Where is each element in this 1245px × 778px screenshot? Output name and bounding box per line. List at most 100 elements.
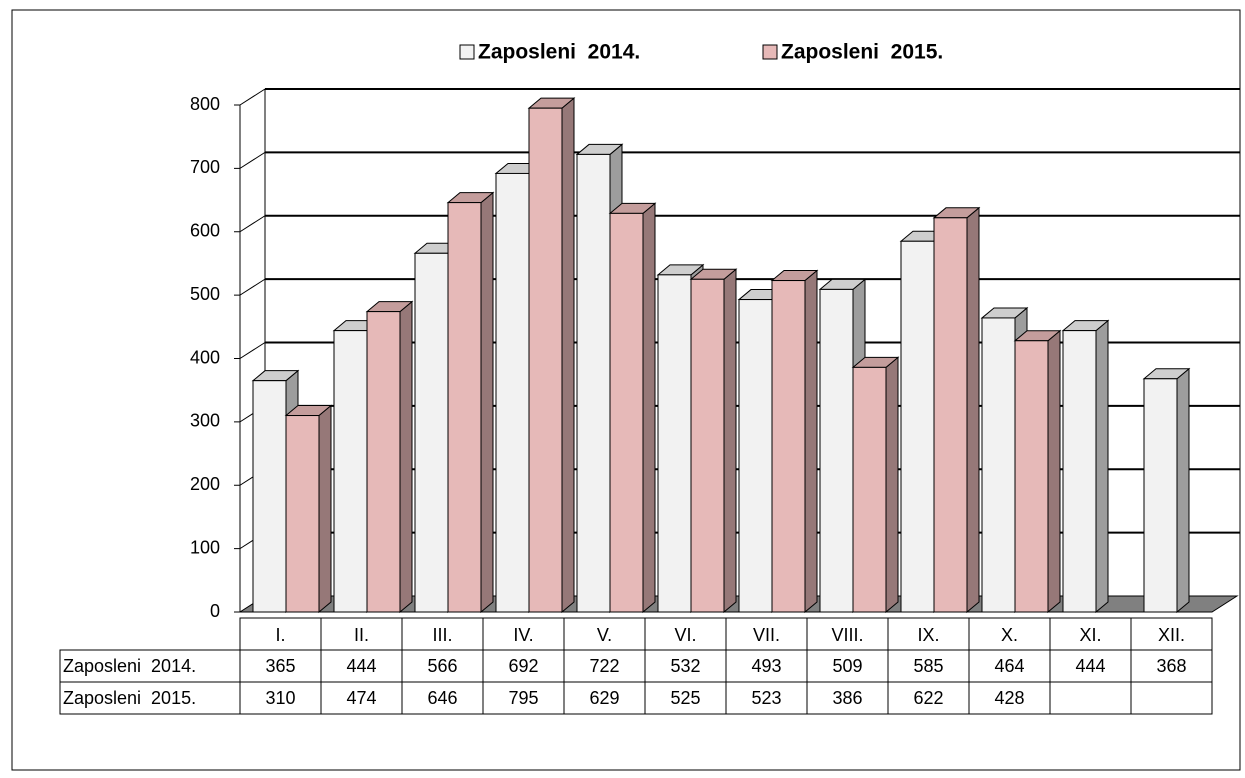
table-value: 493 xyxy=(751,656,781,676)
bar-front xyxy=(1143,378,1178,613)
table-value: 428 xyxy=(994,688,1024,708)
legend-swatch xyxy=(762,44,778,60)
bar-side xyxy=(885,356,899,614)
table-value: 365 xyxy=(265,656,295,676)
table-row-label: Zaposleni 2015. xyxy=(63,688,196,708)
x-tick-label: VI. xyxy=(674,625,696,645)
y-tick-label: 700 xyxy=(190,157,220,177)
y-tick-label: 100 xyxy=(190,537,220,557)
table-value: 566 xyxy=(427,656,457,676)
y-tick-label: 200 xyxy=(190,474,220,494)
table-value: 585 xyxy=(913,656,943,676)
table-value: 464 xyxy=(994,656,1024,676)
x-tick-label: XII. xyxy=(1158,625,1185,645)
grid-line xyxy=(239,278,266,296)
bar-front xyxy=(528,107,563,613)
bar xyxy=(1061,319,1110,614)
y-tick-label: 400 xyxy=(190,347,220,367)
table-value: 692 xyxy=(508,656,538,676)
x-tick-label: I. xyxy=(275,625,285,645)
grid-line xyxy=(239,215,266,233)
legend-label: Zaposleni 2014. xyxy=(478,41,640,64)
bar xyxy=(689,268,738,614)
bar-front xyxy=(1062,330,1097,613)
y-tick-label: 300 xyxy=(190,411,220,431)
y-tick-label: 800 xyxy=(190,94,220,114)
table-value: 444 xyxy=(346,656,376,676)
table-value: 509 xyxy=(832,656,862,676)
x-tick-label: VIII. xyxy=(831,625,863,645)
bar-front xyxy=(900,240,935,613)
grid-line xyxy=(239,151,266,169)
bar xyxy=(284,404,333,614)
table-value: 474 xyxy=(346,688,376,708)
table-value: 646 xyxy=(427,688,457,708)
bar-front xyxy=(285,415,320,613)
x-tick-label: V. xyxy=(597,625,612,645)
bar-side xyxy=(1047,329,1061,614)
x-tick-label: III. xyxy=(432,625,452,645)
bar xyxy=(446,191,495,614)
bar-front xyxy=(852,366,887,613)
x-tick-label: VII. xyxy=(753,625,780,645)
bar-front xyxy=(819,288,854,613)
bar-side xyxy=(561,97,575,614)
table-value: 532 xyxy=(670,656,700,676)
bar-front xyxy=(981,317,1016,613)
bar-front xyxy=(657,274,692,613)
table-value: 368 xyxy=(1156,656,1186,676)
x-tick-label: X. xyxy=(1001,625,1018,645)
bar xyxy=(608,202,657,614)
table-value: 310 xyxy=(265,688,295,708)
bar xyxy=(770,269,819,614)
y-tick-label: 600 xyxy=(190,221,220,241)
bar-front xyxy=(609,212,644,613)
bar xyxy=(527,97,576,614)
table-value: 444 xyxy=(1075,656,1105,676)
bar-side xyxy=(399,300,413,614)
bar xyxy=(1142,367,1191,614)
bar-front xyxy=(738,299,773,613)
x-tick-label: XI. xyxy=(1079,625,1101,645)
table-value: 622 xyxy=(913,688,943,708)
bar xyxy=(932,206,981,614)
bar-front xyxy=(933,217,968,613)
bar-side xyxy=(480,191,494,614)
y-tick-label: 0 xyxy=(210,601,220,621)
bar-front xyxy=(495,172,530,613)
bar-side xyxy=(1095,319,1109,614)
bar-front xyxy=(447,202,482,613)
bar-front xyxy=(771,280,806,613)
bar-front xyxy=(333,330,368,613)
table-row-label: Zaposleni 2014. xyxy=(63,656,196,676)
bar-side xyxy=(804,269,818,614)
table-value: 523 xyxy=(751,688,781,708)
bar-side xyxy=(642,202,656,614)
grid-line xyxy=(239,88,266,106)
y-tick-label: 500 xyxy=(190,284,220,304)
table-value: 795 xyxy=(508,688,538,708)
bar-front xyxy=(690,278,725,613)
bar xyxy=(851,356,900,614)
x-tick-label: IV. xyxy=(513,625,533,645)
bar-front xyxy=(414,252,449,613)
x-tick-label: II. xyxy=(354,625,369,645)
bar-side xyxy=(966,206,980,614)
bar xyxy=(365,300,414,614)
bar-front xyxy=(576,153,611,613)
bar xyxy=(1013,329,1062,614)
bar-front xyxy=(1014,340,1049,613)
legend-label: Zaposleni 2015. xyxy=(781,41,943,64)
table-value: 722 xyxy=(589,656,619,676)
bar-side xyxy=(723,268,737,614)
table-value: 525 xyxy=(670,688,700,708)
table-value: 386 xyxy=(832,688,862,708)
bar-side xyxy=(1176,367,1190,614)
table-value: 629 xyxy=(589,688,619,708)
bar-front xyxy=(252,380,287,613)
grid-line xyxy=(239,342,266,359)
bar-front xyxy=(366,311,401,613)
x-tick-label: IX. xyxy=(917,625,939,645)
table-row xyxy=(59,681,1213,715)
